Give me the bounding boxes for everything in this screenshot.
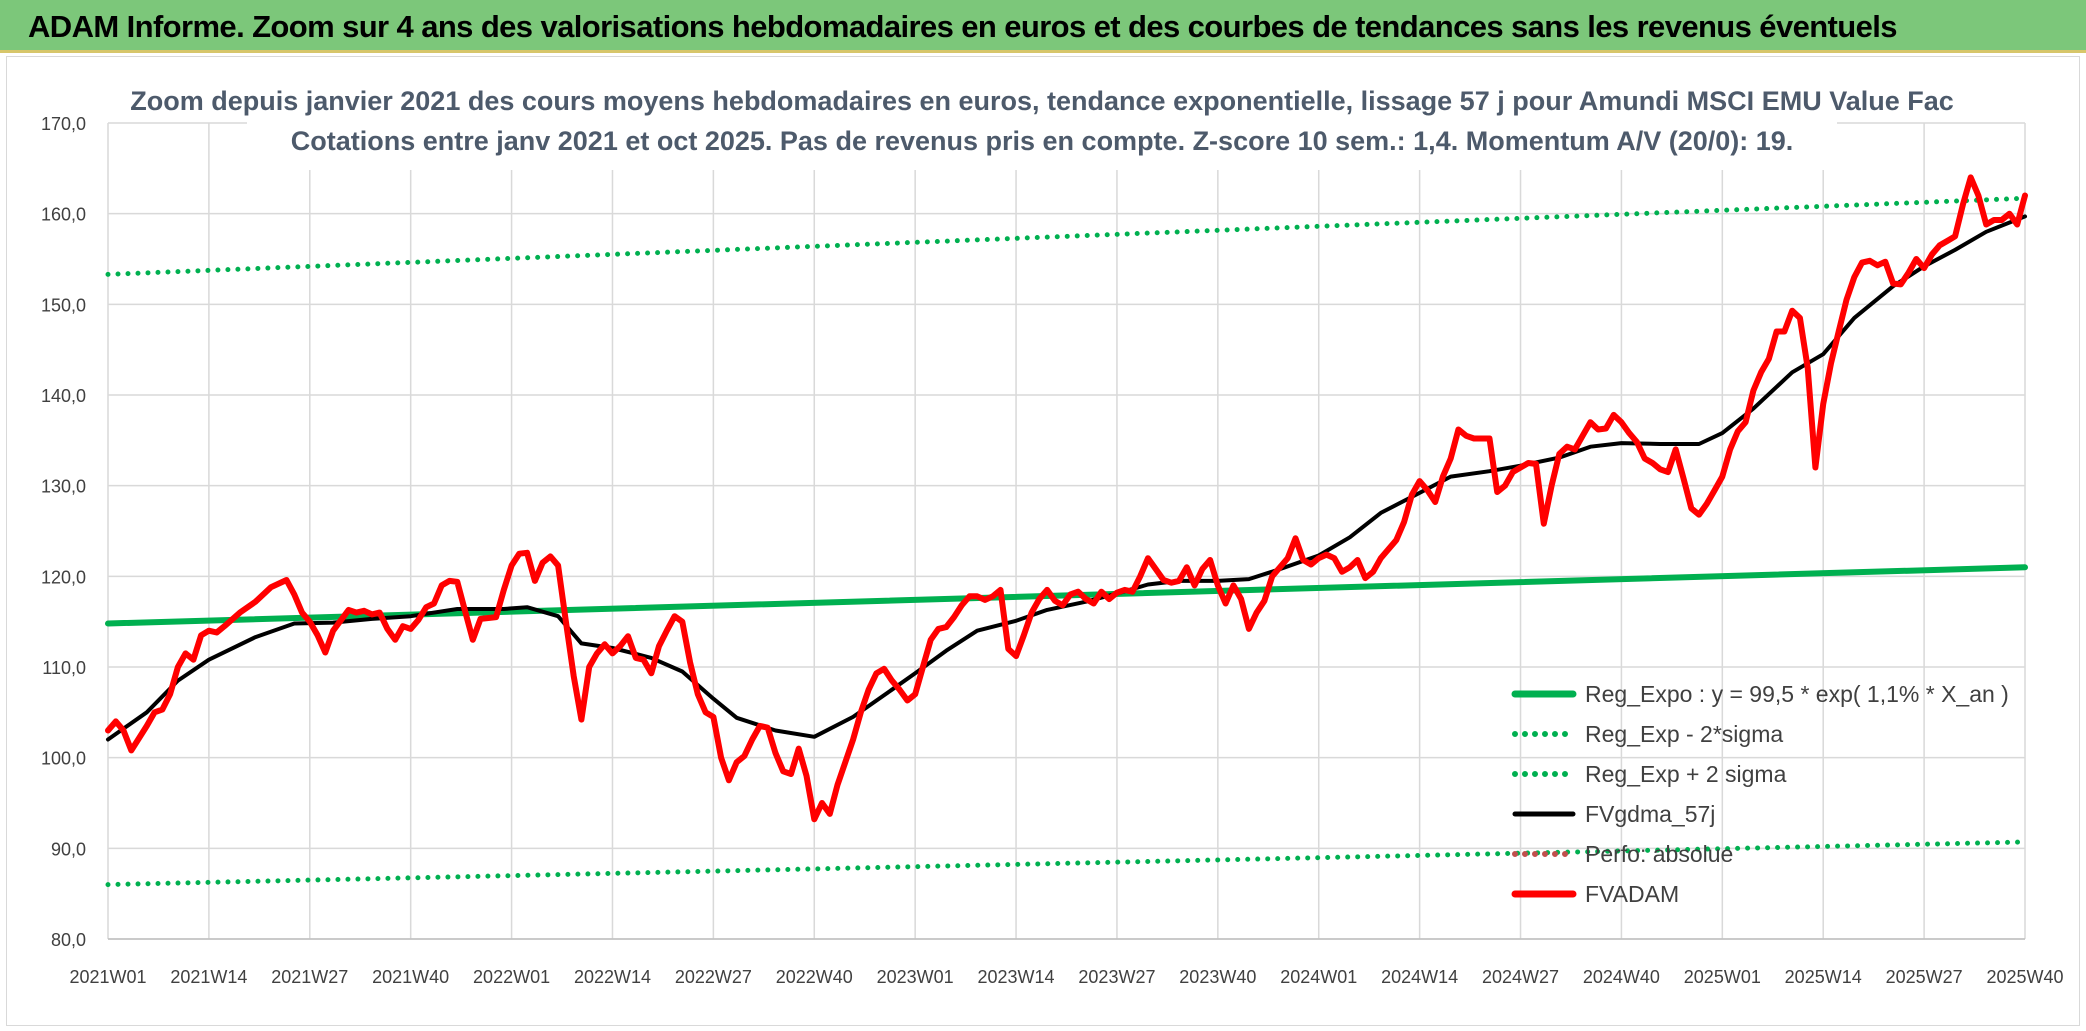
x-tick-label: 2022W27 bbox=[675, 967, 752, 987]
x-tick-label: 2023W01 bbox=[877, 967, 954, 987]
x-tick-label: 2025W01 bbox=[1684, 967, 1761, 987]
header-banner: ADAM Informe. Zoom sur 4 ans des valoris… bbox=[0, 0, 2086, 53]
x-tick-label: 2024W27 bbox=[1482, 967, 1559, 987]
chart-title: Zoom depuis janvier 2021 des cours moyen… bbox=[130, 86, 1954, 116]
legend-label: Reg_Exp - 2*sigma bbox=[1585, 721, 1783, 747]
chart-subtitle: Cotations entre janv 2021 et oct 2025. P… bbox=[291, 126, 1794, 156]
legend: Reg_Expo : y = 99,5 * exp( 1,1% * X_an )… bbox=[1511, 681, 2009, 907]
x-tick-label: 2025W14 bbox=[1785, 967, 1862, 987]
chart-frame bbox=[6, 56, 2080, 1026]
y-tick-label: 140,0 bbox=[41, 386, 86, 406]
y-tick-label: 90,0 bbox=[51, 839, 86, 859]
legend-label: FVADAM bbox=[1585, 881, 1679, 907]
x-tick-label: 2023W27 bbox=[1078, 967, 1155, 987]
x-tick-label: 2021W01 bbox=[69, 967, 146, 987]
x-tick-label: 2021W14 bbox=[170, 967, 247, 987]
x-tick-label: 2023W40 bbox=[1179, 967, 1256, 987]
legend-label: Reg_Exp + 2 sigma bbox=[1585, 761, 1787, 787]
y-tick-label: 170,0 bbox=[41, 114, 86, 134]
y-tick-label: 150,0 bbox=[41, 295, 86, 315]
y-tick-label: 110,0 bbox=[42, 658, 86, 678]
x-tick-label: 2024W14 bbox=[1381, 967, 1458, 987]
x-tick-label: 2024W01 bbox=[1280, 967, 1357, 987]
y-axis: 80,0 90,0 100,0 110,0 120,0 130,0 140,0 150,0 16… bbox=[41, 114, 86, 950]
x-tick-label: 2025W27 bbox=[1886, 967, 1963, 987]
page-title: ADAM Informe. Zoom sur 4 ans des valoris… bbox=[28, 9, 1898, 44]
legend-label: Perfo: absolue bbox=[1585, 841, 1733, 867]
y-tick-label: 130,0 bbox=[41, 477, 86, 497]
x-axis: 2021W01 2021W14 2021W27 2021W40 2022W01 2022W… bbox=[69, 938, 2064, 987]
title-background bbox=[247, 80, 1837, 170]
x-tick-label: 2025W40 bbox=[1986, 967, 2063, 987]
grid bbox=[107, 122, 2026, 940]
series-line-reg-exp bbox=[105, 839, 2028, 888]
x-tick-label: 2021W40 bbox=[372, 967, 449, 987]
x-tick-label: 2022W40 bbox=[776, 967, 853, 987]
y-tick-label: 120,0 bbox=[41, 567, 86, 587]
x-tick-label: 2022W01 bbox=[473, 967, 550, 987]
x-tick-label: 2021W27 bbox=[271, 967, 348, 987]
x-tick-label: 2023W14 bbox=[978, 967, 1055, 987]
series-line-fvgdma-57j bbox=[106, 214, 2027, 742]
x-tick-label: 2024W40 bbox=[1583, 967, 1660, 987]
series-line-fvadam bbox=[105, 174, 2028, 823]
x-tick-label: 2022W14 bbox=[574, 967, 651, 987]
series-lines bbox=[105, 174, 2028, 888]
y-tick-label: 100,0 bbox=[41, 749, 86, 769]
y-tick-label: 80,0 bbox=[51, 930, 86, 950]
legend-label: Reg_Expo : y = 99,5 * exp( 1,1% * X_an ) bbox=[1585, 681, 2009, 707]
y-tick-label: 160,0 bbox=[41, 205, 86, 225]
series-line-reg-exp bbox=[105, 195, 2028, 277]
legend-label: FVgdma_57j bbox=[1585, 801, 1715, 827]
